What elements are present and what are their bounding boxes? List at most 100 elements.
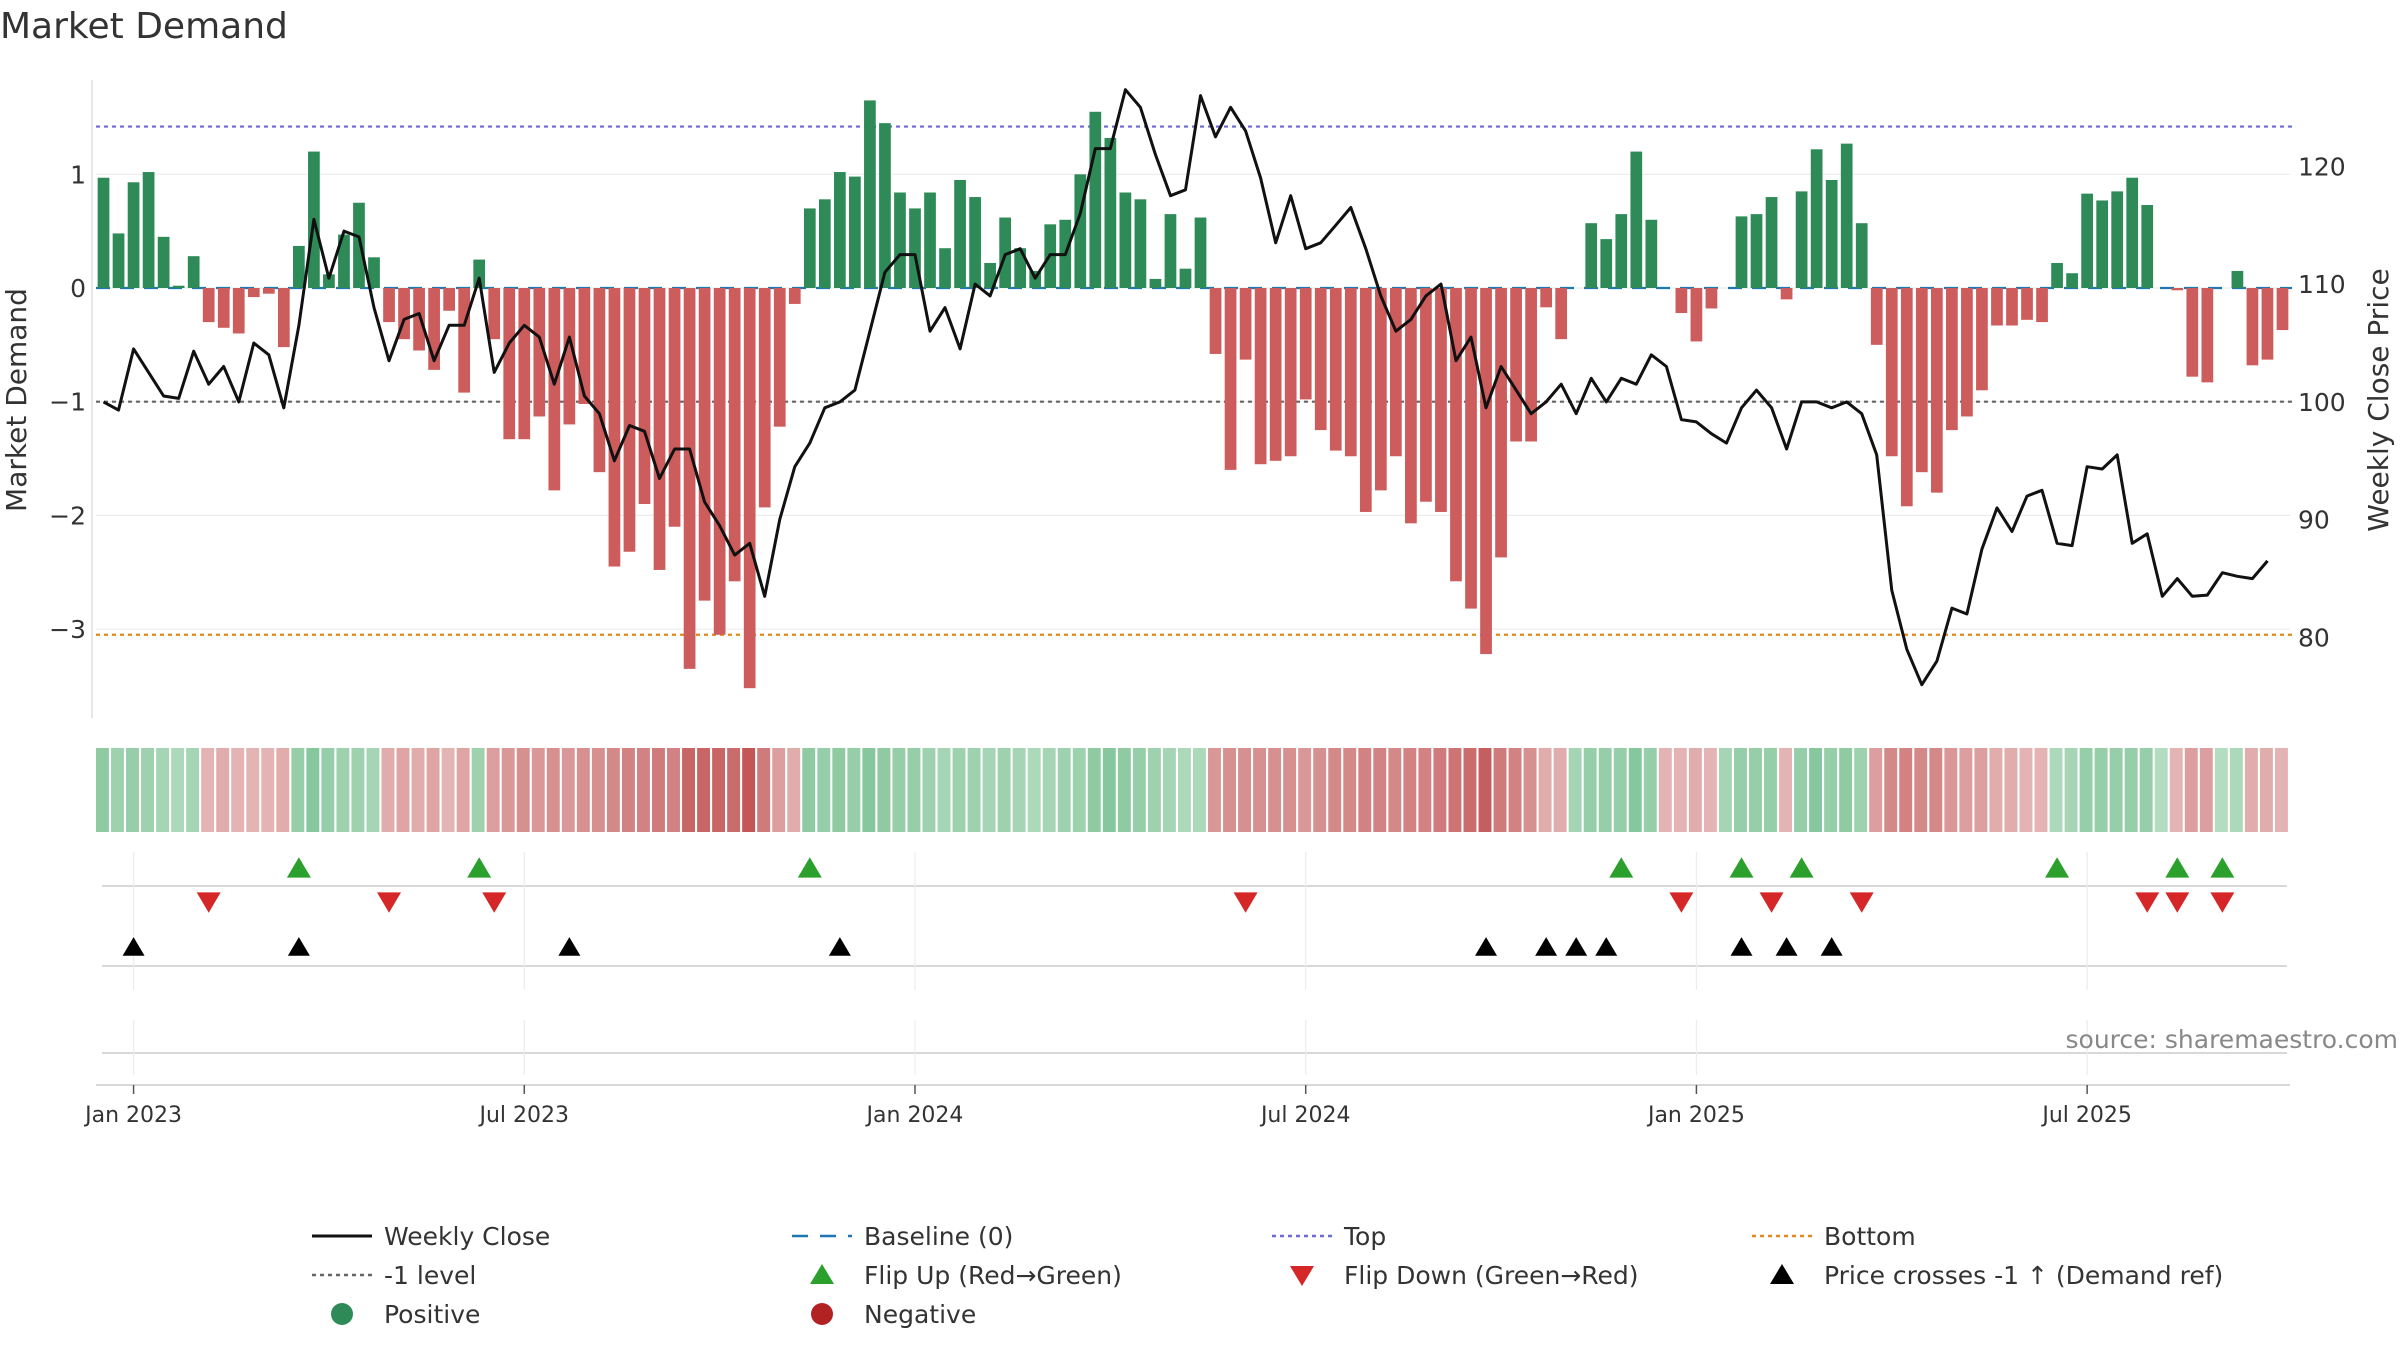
cross-up-marker — [1730, 937, 1753, 956]
flip-down-marker — [2135, 892, 2160, 913]
legend: Weekly Close Baseline (0) Top Bottom -1 leve… — [312, 1222, 2223, 1329]
heat-cell — [1147, 748, 1161, 832]
demand-bar — [202, 288, 215, 323]
heat-cell — [1057, 748, 1071, 832]
heat-cell — [1343, 748, 1357, 832]
close-line — [102, 88, 2269, 687]
heat-cell — [1628, 748, 1642, 832]
heat-cell — [531, 748, 545, 832]
demand-bar — [97, 177, 110, 288]
cross-up-marker — [828, 937, 851, 956]
demand-bar — [864, 100, 876, 288]
flip-down-marker — [1233, 892, 1258, 913]
demand-bar — [518, 288, 531, 440]
y-axis-label-left: Market Demand — [0, 288, 33, 512]
demand-bar — [247, 288, 260, 298]
demand-bar — [2111, 191, 2124, 288]
x-tick-label: Jan 2023 — [83, 1103, 182, 1128]
cross-up-marker — [1775, 937, 1798, 956]
demand-bar — [398, 288, 410, 340]
heat-cell — [2064, 748, 2078, 832]
cross-up-marker — [1565, 937, 1588, 956]
demand-bar — [172, 285, 185, 288]
legend-swatch — [1770, 1264, 1794, 1284]
heat-cell — [787, 748, 801, 832]
heat-cell — [1072, 748, 1086, 832]
demand-bar — [1480, 288, 1492, 655]
cross-up-marker — [1595, 937, 1618, 956]
heat-cell — [1703, 748, 1717, 832]
demand-bar — [939, 248, 951, 288]
demand-bar — [277, 288, 290, 348]
demand-bar — [2201, 288, 2214, 383]
flip-up-marker — [1609, 857, 1634, 878]
heat-cell — [1613, 748, 1627, 832]
demand-bar — [1750, 214, 1763, 288]
heat-cell — [1583, 748, 1597, 832]
demand-bar — [1405, 288, 1417, 524]
heat-cell — [2199, 748, 2213, 832]
demand-bar — [1540, 288, 1553, 308]
heat-cell — [1208, 748, 1221, 832]
demand-bar — [2246, 288, 2259, 366]
heat-cell — [471, 748, 485, 832]
x-axis: Jan 2023 Jul 2023 Jan 2024 Jul 2024 Jan 2025… — [83, 1084, 2290, 1128]
heat-cell — [606, 748, 620, 832]
demand-bar — [1194, 217, 1207, 288]
heat-cell — [832, 748, 846, 832]
legend-label: Flip Down (Green→Red) — [1344, 1261, 1639, 1290]
demand-bar — [623, 288, 636, 552]
heat-cell — [1177, 748, 1191, 832]
demand-bar — [458, 288, 471, 393]
heat-cell — [291, 748, 305, 832]
heat-cell — [561, 748, 575, 832]
demand-bar — [1855, 223, 1868, 288]
demand-bar — [127, 182, 140, 288]
demand-bar — [383, 288, 395, 323]
demand-bar — [1014, 248, 1027, 288]
heat-cell — [2049, 748, 2063, 832]
heat-cell — [697, 748, 711, 832]
heat-cell — [1869, 748, 1883, 832]
heat-cell — [997, 748, 1011, 832]
heat-cell — [2004, 748, 2018, 832]
heat-cell — [1042, 748, 1056, 832]
heat-cell — [1854, 748, 1868, 832]
heat-cell — [2274, 748, 2288, 832]
heat-cell — [922, 748, 936, 832]
demand-bar — [323, 274, 335, 288]
heat-cell — [2214, 748, 2228, 832]
y-tick-right: 110 — [2298, 270, 2346, 299]
demand-bars — [97, 100, 2289, 689]
demand-bar — [1209, 288, 1222, 354]
heat-cell — [1478, 748, 1492, 832]
legend-swatch — [810, 1264, 834, 1284]
flip-down-marker — [1759, 892, 1784, 913]
heat-cell — [2154, 748, 2168, 832]
demand-bar — [1074, 174, 1087, 288]
heat-cell — [96, 748, 109, 832]
demand-bar — [924, 192, 936, 288]
heat-cell — [2169, 748, 2183, 832]
demand-bar — [1134, 199, 1147, 288]
demand-bar — [1149, 278, 1162, 288]
demand-bar — [833, 172, 846, 288]
demand-bar — [743, 288, 756, 689]
heat-cell — [1974, 748, 1988, 832]
demand-bar — [2261, 288, 2274, 360]
legend-label: Top — [1343, 1222, 1386, 1251]
demand-bar — [1825, 180, 1838, 288]
demand-bar — [2231, 270, 2244, 288]
heat-cell — [636, 748, 650, 832]
demand-bar — [909, 208, 921, 288]
demand-bar — [2081, 193, 2093, 288]
heat-cell — [186, 748, 200, 832]
heat-cell — [817, 748, 831, 832]
demand-bar — [338, 234, 350, 288]
heat-cell — [486, 748, 500, 832]
demand-bar — [488, 288, 501, 340]
demand-bar — [773, 288, 786, 427]
heat-cell — [877, 748, 891, 832]
heat-cell — [1313, 748, 1327, 832]
